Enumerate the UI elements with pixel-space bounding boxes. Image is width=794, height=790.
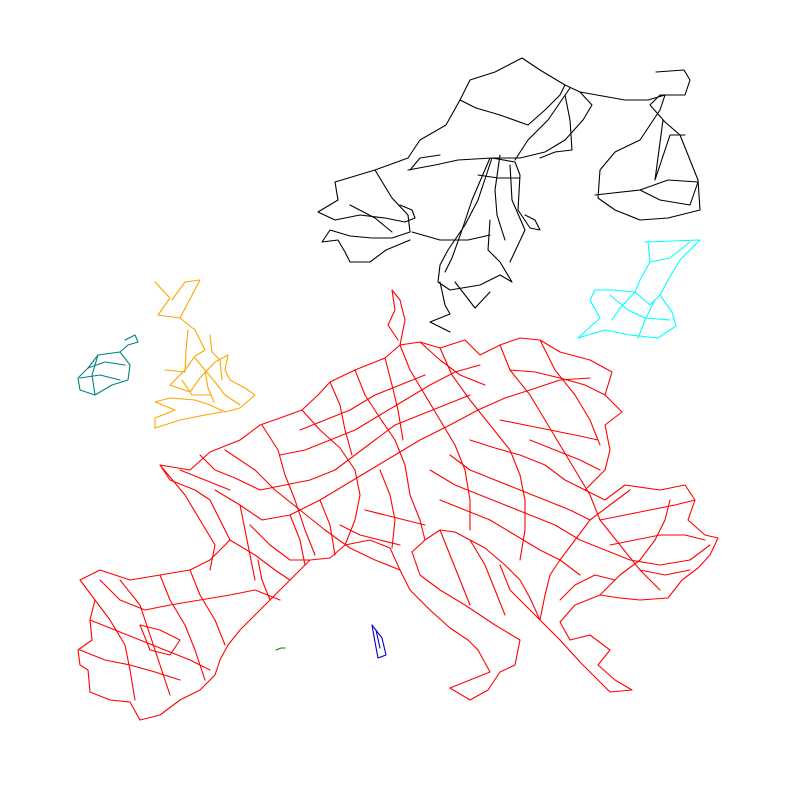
grid-sardinia bbox=[371, 624, 387, 659]
grid-continental-europe bbox=[77, 289, 719, 721]
grid-balearic bbox=[275, 647, 286, 651]
grid-great-britain bbox=[154, 279, 256, 429]
grid-nordic bbox=[317, 57, 701, 333]
grid-ireland bbox=[77, 334, 139, 396]
grid-baltic bbox=[577, 239, 701, 339]
